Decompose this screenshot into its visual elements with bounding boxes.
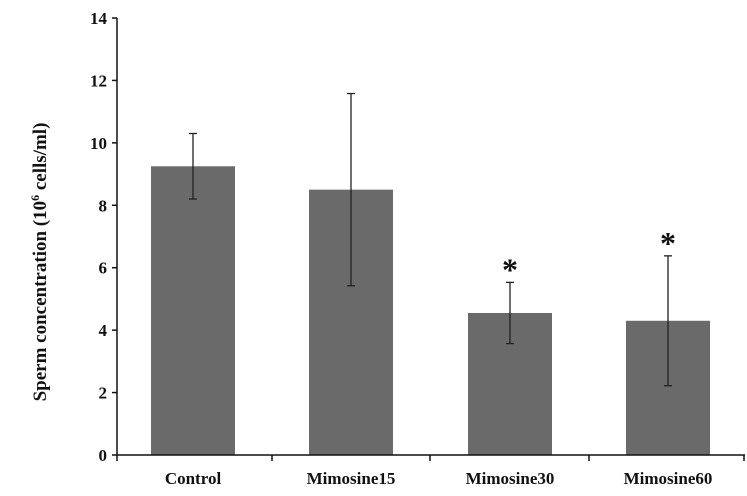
bars-group xyxy=(151,166,710,455)
y-axis: 0 2 4 6 8 10 12 14 xyxy=(90,9,118,465)
x-tick-label: Mimosine15 xyxy=(307,469,396,488)
x-tick-label: Mimosine30 xyxy=(466,469,555,488)
error-bars-group xyxy=(189,92,672,387)
y-axis-title: Sperm concentration (106 cells/ml) xyxy=(28,123,51,402)
y-axis-title-prefix: Sperm concentration (10 xyxy=(30,201,51,402)
significance-marker-mimosine60: * xyxy=(660,225,676,261)
y-tick-label: 6 xyxy=(99,259,108,278)
bar-control xyxy=(151,166,235,455)
y-tick-label: 4 xyxy=(99,321,108,340)
y-tick-label: 2 xyxy=(99,384,108,403)
significance-marker-mimosine30: * xyxy=(502,251,518,287)
y-tick-label: 8 xyxy=(99,196,108,215)
error-bar-mimosine30 xyxy=(506,281,514,345)
y-tick-label: 12 xyxy=(90,71,107,90)
y-axis-title-suffix: cells/ml) xyxy=(30,123,51,195)
x-tick-label: Control xyxy=(165,469,222,488)
x-axis: Control Mimosine15 Mimosine30 Mimosine60 xyxy=(116,454,745,488)
y-tick-label: 0 xyxy=(99,446,108,465)
y-tick-label: 10 xyxy=(90,134,107,153)
y-tick-label: 14 xyxy=(90,9,108,28)
significance-markers-group: ** xyxy=(502,225,676,288)
error-bar-mimosine60 xyxy=(664,255,672,387)
y-axis-title-superscript: 6 xyxy=(28,195,42,201)
error-bar-mimosine15 xyxy=(347,92,355,287)
error-bar-control xyxy=(189,132,197,200)
x-tick-label: Mimosine60 xyxy=(624,469,713,488)
